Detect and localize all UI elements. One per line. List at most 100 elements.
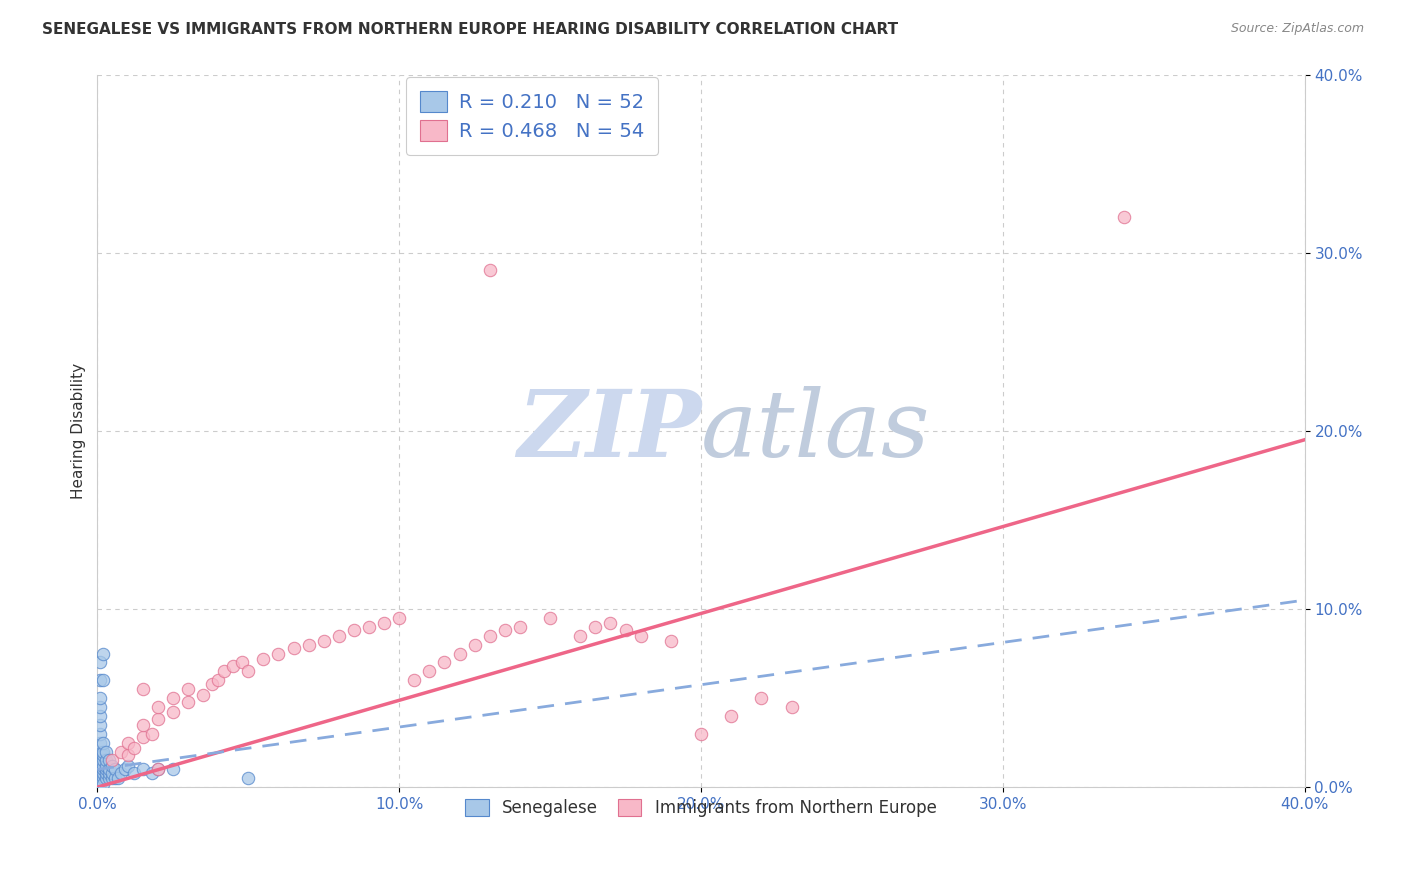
Text: ZIP: ZIP bbox=[517, 386, 702, 475]
Point bbox=[96, 763, 118, 777]
Point bbox=[89, 709, 111, 723]
Point bbox=[583, 620, 606, 634]
Text: SENEGALESE VS IMMIGRANTS FROM NORTHERN EUROPE HEARING DISABILITY CORRELATION CHA: SENEGALESE VS IMMIGRANTS FROM NORTHERN E… bbox=[42, 22, 898, 37]
Y-axis label: Hearing Disability: Hearing Disability bbox=[72, 363, 86, 499]
Point bbox=[89, 754, 111, 768]
Point bbox=[89, 736, 111, 750]
Point bbox=[117, 748, 139, 763]
Point bbox=[117, 736, 139, 750]
Point bbox=[162, 763, 184, 777]
Point bbox=[690, 727, 713, 741]
Point bbox=[141, 765, 163, 780]
Point bbox=[89, 765, 111, 780]
Point bbox=[212, 665, 235, 679]
Point bbox=[599, 616, 621, 631]
Point bbox=[231, 656, 253, 670]
Point bbox=[110, 765, 132, 780]
Point bbox=[93, 647, 115, 661]
Point bbox=[107, 771, 129, 785]
Point bbox=[93, 673, 115, 688]
Point bbox=[141, 727, 163, 741]
Point bbox=[238, 771, 260, 785]
Point bbox=[93, 765, 115, 780]
Point bbox=[93, 748, 115, 763]
Point bbox=[433, 656, 456, 670]
Point bbox=[162, 706, 184, 720]
Point bbox=[373, 616, 395, 631]
Point bbox=[101, 754, 124, 768]
Point bbox=[89, 700, 111, 714]
Point bbox=[114, 763, 136, 777]
Point bbox=[98, 754, 121, 768]
Point bbox=[117, 759, 139, 773]
Point bbox=[177, 682, 200, 697]
Point bbox=[89, 673, 111, 688]
Point bbox=[98, 771, 121, 785]
Point bbox=[96, 765, 118, 780]
Point bbox=[538, 611, 561, 625]
Point bbox=[93, 736, 115, 750]
Point bbox=[104, 771, 127, 785]
Point bbox=[89, 759, 111, 773]
Point bbox=[93, 759, 115, 773]
Point bbox=[222, 659, 245, 673]
Point bbox=[162, 691, 184, 706]
Point bbox=[238, 665, 260, 679]
Point bbox=[89, 691, 111, 706]
Point bbox=[96, 771, 118, 785]
Point bbox=[252, 652, 274, 666]
Point bbox=[569, 629, 592, 643]
Point bbox=[177, 695, 200, 709]
Point bbox=[357, 620, 380, 634]
Point bbox=[122, 765, 145, 780]
Point bbox=[98, 765, 121, 780]
Point bbox=[101, 765, 124, 780]
Point bbox=[751, 691, 773, 706]
Point bbox=[283, 641, 305, 656]
Point bbox=[89, 748, 111, 763]
Point bbox=[404, 673, 426, 688]
Point bbox=[89, 727, 111, 741]
Point bbox=[388, 611, 411, 625]
Point bbox=[93, 745, 115, 759]
Point bbox=[122, 741, 145, 756]
Point bbox=[131, 682, 153, 697]
Point bbox=[89, 656, 111, 670]
Point bbox=[104, 763, 127, 777]
Point bbox=[659, 634, 682, 648]
Point bbox=[720, 709, 742, 723]
Point bbox=[89, 745, 111, 759]
Point bbox=[101, 771, 124, 785]
Point bbox=[131, 731, 153, 745]
Point bbox=[110, 745, 132, 759]
Point bbox=[312, 634, 335, 648]
Point bbox=[449, 647, 471, 661]
Point bbox=[146, 763, 169, 777]
Point bbox=[146, 700, 169, 714]
Point bbox=[328, 629, 350, 643]
Point bbox=[298, 638, 321, 652]
Point bbox=[494, 624, 516, 638]
Point bbox=[146, 713, 169, 727]
Legend: Senegalese, Immigrants from Northern Europe: Senegalese, Immigrants from Northern Eur… bbox=[457, 790, 945, 825]
Point bbox=[93, 776, 115, 790]
Point bbox=[780, 700, 803, 714]
Point bbox=[93, 771, 115, 785]
Point bbox=[96, 745, 118, 759]
Point bbox=[89, 718, 111, 732]
Point bbox=[146, 763, 169, 777]
Point bbox=[131, 763, 153, 777]
Point bbox=[509, 620, 531, 634]
Point bbox=[96, 759, 118, 773]
Point bbox=[201, 677, 224, 691]
Point bbox=[89, 771, 111, 785]
Point bbox=[89, 763, 111, 777]
Point bbox=[478, 629, 501, 643]
Point bbox=[93, 763, 115, 777]
Point bbox=[89, 776, 111, 790]
Point bbox=[614, 624, 637, 638]
Point bbox=[478, 263, 501, 277]
Point bbox=[418, 665, 440, 679]
Point bbox=[98, 763, 121, 777]
Point bbox=[93, 754, 115, 768]
